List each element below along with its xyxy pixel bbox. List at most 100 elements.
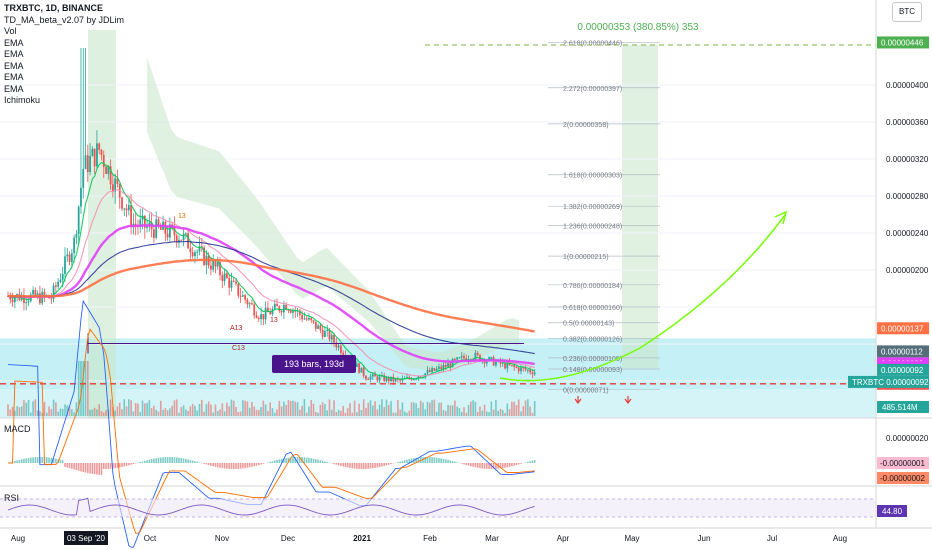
- candle-body: [191, 252, 194, 257]
- volume-bar: [472, 400, 474, 416]
- volume-bar: [483, 404, 486, 416]
- macd-histogram-bar: [483, 463, 486, 469]
- candle-body: [383, 375, 386, 382]
- td-label: 13: [178, 213, 186, 220]
- candle-body: [36, 293, 39, 297]
- price-label-text[interactable]: 0.00000112: [881, 347, 923, 356]
- macd-histogram-bar: [125, 463, 128, 466]
- macd-histogram-bar: [517, 463, 520, 465]
- volume-bar: [196, 410, 199, 416]
- macd-pane-label[interactable]: MACD: [4, 424, 31, 434]
- candle-body: [216, 262, 219, 267]
- indicator-ema-5[interactable]: EMA: [4, 83, 24, 94]
- indicator-ichimoku[interactable]: Ichimoku: [4, 95, 41, 105]
- volume-bar: [105, 410, 107, 416]
- volume-bar: [71, 409, 73, 416]
- volume-bar: [315, 411, 317, 416]
- macd-histogram-bar: [77, 463, 80, 471]
- volume-bar: [417, 408, 420, 416]
- macd-histogram-bar: [102, 463, 105, 469]
- candle-body: [456, 357, 459, 360]
- volume-bar: [319, 404, 322, 416]
- macd-histogram-bar: [139, 462, 142, 463]
- volume-bar: [280, 406, 283, 416]
- volume-bar: [244, 400, 246, 416]
- macd-histogram-bar: [342, 463, 344, 467]
- volume-bar: [511, 401, 513, 416]
- price-tick-label: 0.00000280: [886, 192, 929, 201]
- macd-histogram-bar: [141, 461, 144, 463]
- candle-body: [260, 314, 262, 320]
- indicator-vol[interactable]: Vol: [4, 26, 17, 36]
- candle-body: [212, 260, 215, 270]
- macd-histogram-bar: [381, 463, 383, 467]
- range-label[interactable]: 193 bars, 193d: [284, 359, 344, 369]
- candle-body: [262, 314, 265, 320]
- candle-body: [273, 303, 276, 310]
- candle-body: [465, 358, 468, 361]
- macd-histogram-bar: [351, 463, 354, 469]
- macd-histogram-bar: [153, 458, 155, 463]
- macd-histogram-bar: [207, 463, 210, 466]
- volume-bar: [185, 409, 187, 416]
- crosshair-date-label[interactable]: 03 Sep '20: [67, 534, 106, 543]
- indicator-ema-2[interactable]: EMA: [4, 49, 24, 59]
- rsi-pane-label[interactable]: RSI: [4, 493, 20, 503]
- macd-histogram-bar: [228, 463, 230, 469]
- candle-body: [173, 226, 176, 236]
- ema-line: [7, 258, 535, 333]
- price-label-text[interactable]: 0.00000137: [881, 324, 924, 333]
- volume-bar: [30, 412, 32, 416]
- macd-histogram-bar: [533, 459, 536, 463]
- indicator-ema-1[interactable]: EMA: [4, 37, 24, 48]
- candle-body: [412, 378, 415, 380]
- indicator-ema-4[interactable]: EMA: [4, 72, 24, 82]
- volume-bar: [203, 411, 205, 416]
- candle-body: [419, 376, 422, 378]
- volume-bar: [463, 407, 465, 416]
- volume-bar: [520, 411, 522, 416]
- macd-histogram-bar: [467, 463, 470, 466]
- candle-body: [360, 367, 363, 373]
- volume-bar: [440, 402, 442, 416]
- macd-histogram-bar: [424, 457, 427, 463]
- candle-body: [86, 155, 89, 173]
- indicator-td-ma[interactable]: TD_MA_beta_v2.07 by JDLim: [4, 14, 125, 25]
- current-price-text[interactable]: TRXBTC 0.00000092: [852, 378, 929, 387]
- macd-histogram-bar: [109, 463, 112, 469]
- macd-histogram-bar: [269, 461, 271, 463]
- measure-label[interactable]: 0.00000353 (380.85%) 353: [577, 22, 699, 33]
- currency-button[interactable]: BTC: [892, 2, 922, 22]
- candle-body: [520, 367, 522, 372]
- price-label-text[interactable]: 0.00000092: [881, 366, 924, 375]
- volume-bar: [246, 401, 249, 416]
- symbol-title[interactable]: TRXBTC, 1D, BINANCE: [4, 3, 104, 13]
- candle-body: [476, 352, 479, 355]
- macd-histogram-bar: [283, 458, 285, 463]
- volume-bar: [296, 402, 299, 416]
- candle-body: [116, 178, 119, 185]
- macd-histogram-bar: [223, 463, 226, 469]
- macd-histogram-bar: [360, 463, 363, 469]
- price-label-box: [877, 345, 929, 358]
- volume-bar: [232, 400, 235, 416]
- candle-body: [440, 366, 443, 370]
- fib-label: 1.618(0.00000303): [563, 173, 622, 180]
- candle-body: [303, 318, 306, 320]
- candle-body: [141, 215, 144, 220]
- price-tick-label: 0.00000320: [886, 155, 929, 164]
- indicator-ema-3[interactable]: EMA: [4, 60, 24, 71]
- macd-histogram-bar: [132, 463, 135, 465]
- volume-bar: [80, 361, 82, 416]
- volume-bar: [287, 399, 290, 416]
- macd-histogram-bar: [433, 457, 436, 463]
- macd-histogram-bar: [114, 463, 116, 469]
- macd-histogram-bar: [155, 458, 157, 463]
- macd-histogram-bar: [515, 463, 518, 466]
- candle-body: [105, 166, 107, 175]
- volume-bar: [378, 404, 381, 416]
- macd-histogram-bar: [303, 457, 306, 463]
- price-label-text[interactable]: 0.00000446: [881, 38, 924, 47]
- grid-layer: [0, 84, 876, 382]
